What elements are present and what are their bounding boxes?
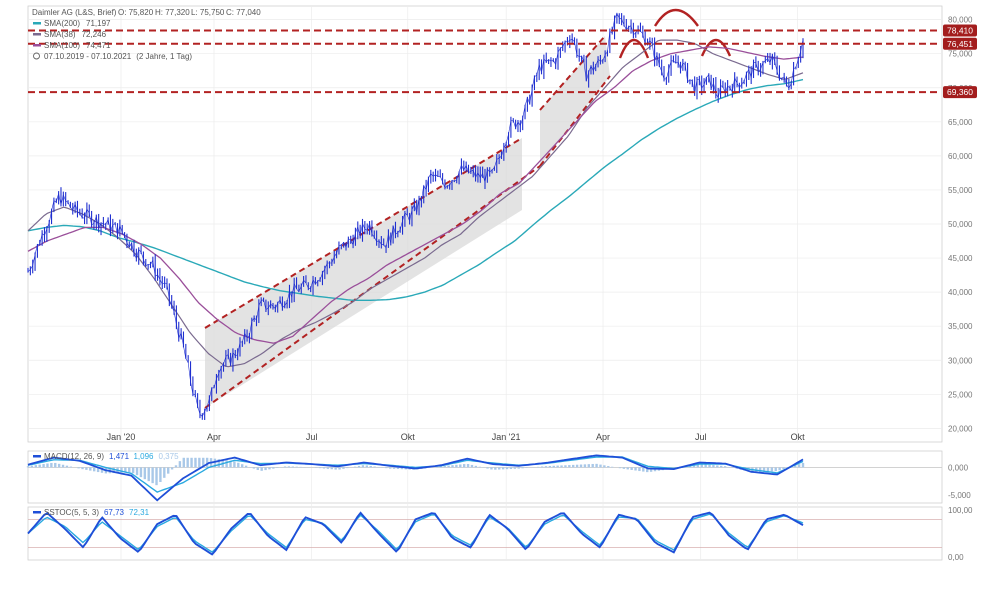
x-tick-label: Jan '20 <box>107 432 136 442</box>
shoulder-left-arc <box>618 38 650 59</box>
macd-tick-label: -5,000 <box>948 491 971 500</box>
legend-swatch-sma200 <box>33 22 41 25</box>
y-tick-label: 65,000 <box>948 118 973 127</box>
y-tick-label: 40,000 <box>948 288 973 297</box>
date-range: 07.10.2019 - 07.10.2021 (2 Jahre, 1 Tag) <box>44 52 192 61</box>
y-tick-label: 50,000 <box>948 220 973 229</box>
y-tick-label: 75,000 <box>948 50 973 59</box>
stoch-panel: 100,00 0,00 <box>27 506 973 562</box>
y-tick-label: 55,000 <box>948 186 973 195</box>
level-tag-label: 76,451 <box>947 39 973 49</box>
grid: 80,00075,00070,00065,00060,00055,00050,0… <box>27 5 973 561</box>
chart-header: Daimler AG (L&S, Brief) O: 75,820 H: 77,… <box>32 8 261 61</box>
stoch-tick-label: 100,00 <box>948 506 973 515</box>
trend-channel <box>204 8 732 409</box>
instrument-name: Daimler AG (L&S, Brief) <box>32 8 117 17</box>
stoch-tick-label: 0,00 <box>948 553 964 562</box>
clock-icon <box>33 52 40 60</box>
legend-swatch-macd <box>33 455 41 458</box>
ohlc-open: O: 75,820 <box>118 8 154 17</box>
y-tick-label: 80,000 <box>948 16 973 25</box>
legend-swatch-stoch <box>33 511 41 514</box>
level-tag-label: 78,410 <box>947 25 973 35</box>
level-tag <box>943 37 977 50</box>
level-tag <box>943 86 977 99</box>
level-tag-label: 69,360 <box>947 87 973 97</box>
ohlc-high: H: 77,320 <box>155 8 190 17</box>
y-tick-label: 20,000 <box>948 424 973 433</box>
macd-label: MACD(12, 26, 9) 1,471 1,096 0,375 <box>44 452 179 461</box>
channel2-upper-line <box>539 35 606 111</box>
legend-swatch-sma38 <box>33 33 41 36</box>
stoch-header: SSTOC(5, 5, 3) 67,73 72,31 <box>33 508 150 517</box>
stoch-d-line <box>27 513 804 553</box>
x-tick-label: Apr <box>207 432 221 442</box>
x-tick-label: Jul <box>306 432 318 442</box>
channel-lower-fill <box>540 36 610 166</box>
y-tick-label: 45,000 <box>948 254 973 263</box>
channel-lower-line <box>204 165 541 409</box>
macd-panel: 0,000 -5,000 <box>26 454 971 502</box>
x-tick-label: Okt <box>791 432 806 442</box>
sma100-line <box>27 46 804 344</box>
x-tick-label: Apr <box>596 432 610 442</box>
macd-panel-frame <box>27 450 943 504</box>
legend-swatch-sma100 <box>33 44 41 47</box>
stoch-label: SSTOC(5, 5, 3) 67,73 72,31 <box>44 508 150 517</box>
y-tick-label: 30,000 <box>948 356 973 365</box>
resistance-lines: 78,410 76,451 69,360 <box>28 24 977 99</box>
macd-header: MACD(12, 26, 9) 1,471 1,096 0,375 <box>33 452 179 461</box>
macd-line <box>27 454 804 502</box>
legend-sma100: SMA(100) 74,471 <box>44 41 111 50</box>
price-series <box>27 12 804 420</box>
y-tick-label: 25,000 <box>948 390 973 399</box>
price-close-line <box>27 12 804 418</box>
level-tag <box>943 24 977 37</box>
macd-tick-label: 0,000 <box>948 463 969 472</box>
head-arc <box>653 8 699 27</box>
x-tick-label: Okt <box>401 432 416 442</box>
stoch-k-line <box>27 511 804 556</box>
y-tick-label: 35,000 <box>948 322 973 331</box>
moving-averages <box>27 39 804 368</box>
x-tick-label: Jan '21 <box>492 432 521 442</box>
x-tick-label: Jul <box>695 432 707 442</box>
sma200-line <box>27 78 804 301</box>
sma38-line <box>27 39 804 368</box>
channel2-lower-line <box>539 75 611 167</box>
stoch-panel-frame <box>27 506 943 561</box>
y-tick-label: 60,000 <box>948 152 973 161</box>
channel-upper-line <box>204 137 523 329</box>
ohlc-low: L: 75,750 <box>191 8 225 17</box>
channel-upper-fill <box>205 138 522 408</box>
legend-sma38: SMA(38) 72,246 <box>44 30 107 39</box>
ohlc-close: C: 77,040 <box>226 8 261 17</box>
legend-sma200: SMA(200) 71,197 <box>44 19 111 28</box>
shoulder-right-arc <box>700 38 732 57</box>
